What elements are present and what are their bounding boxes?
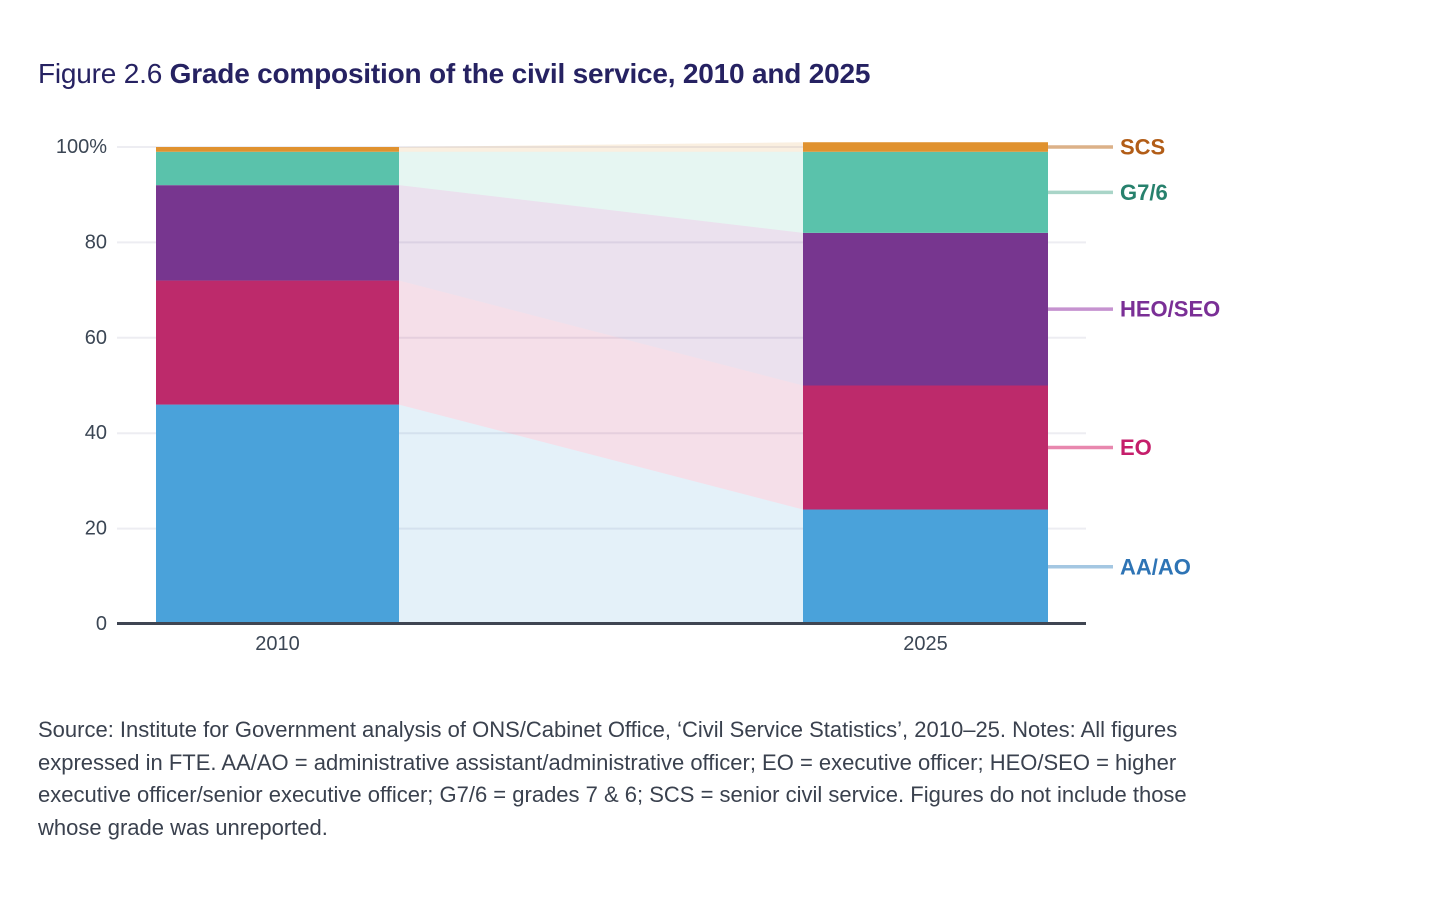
y-tick-40: 40 bbox=[85, 422, 107, 444]
y-tick-60: 60 bbox=[85, 327, 107, 349]
figure-title-text: Grade composition of the civil service, … bbox=[169, 58, 871, 89]
legend-label-heo-seo: HEO/SEO bbox=[1120, 297, 1220, 322]
legend-label-aa-ao: AA/AO bbox=[1120, 554, 1191, 579]
legend-label-g7-6: G7/6 bbox=[1120, 180, 1168, 205]
source-line: Source: Institute for Government analysi… bbox=[38, 717, 1178, 742]
flow-aa-ao bbox=[399, 404, 803, 624]
bar-2010-scs bbox=[156, 147, 399, 152]
y-tick-0: 0 bbox=[96, 613, 107, 635]
flow-heo-seo bbox=[399, 185, 803, 386]
legend-label-scs: SCS bbox=[1120, 135, 1165, 160]
bar-2010-g7-6 bbox=[156, 151, 399, 186]
bar-2025-aa-ao bbox=[803, 509, 1048, 624]
bar-2010-aa-ao bbox=[156, 404, 399, 624]
source-notes: Source: Institute for Government analysi… bbox=[38, 714, 1428, 844]
figure-title: Figure 2.6 Grade composition of the civi… bbox=[38, 58, 870, 90]
bar-2025-scs bbox=[803, 142, 1048, 152]
flow-scs bbox=[399, 142, 803, 152]
x-label-2010: 2010 bbox=[255, 633, 300, 655]
y-tick-20: 20 bbox=[85, 518, 107, 540]
bar-2010-heo-seo bbox=[156, 185, 399, 281]
bar-2025-eo bbox=[803, 385, 1048, 510]
flow-eo bbox=[399, 280, 803, 510]
legend-label-eo: EO bbox=[1120, 435, 1152, 460]
y-tick-80: 80 bbox=[85, 231, 107, 253]
source-line: whose grade was unreported. bbox=[38, 814, 328, 840]
source-line: executive officer/senior executive offic… bbox=[38, 782, 1187, 807]
x-label-2025: 2025 bbox=[903, 633, 948, 655]
y-tick-100: 100% bbox=[56, 136, 107, 158]
bar-2025-heo-seo bbox=[803, 232, 1048, 386]
bar-2010-eo bbox=[156, 280, 399, 405]
source-line: expressed in FTE. AA/AO = administrative… bbox=[38, 749, 1177, 775]
bar-2025-g7-6 bbox=[803, 151, 1048, 233]
figure-number: Figure 2.6 bbox=[38, 58, 170, 89]
flow-g7-6 bbox=[399, 151, 803, 233]
